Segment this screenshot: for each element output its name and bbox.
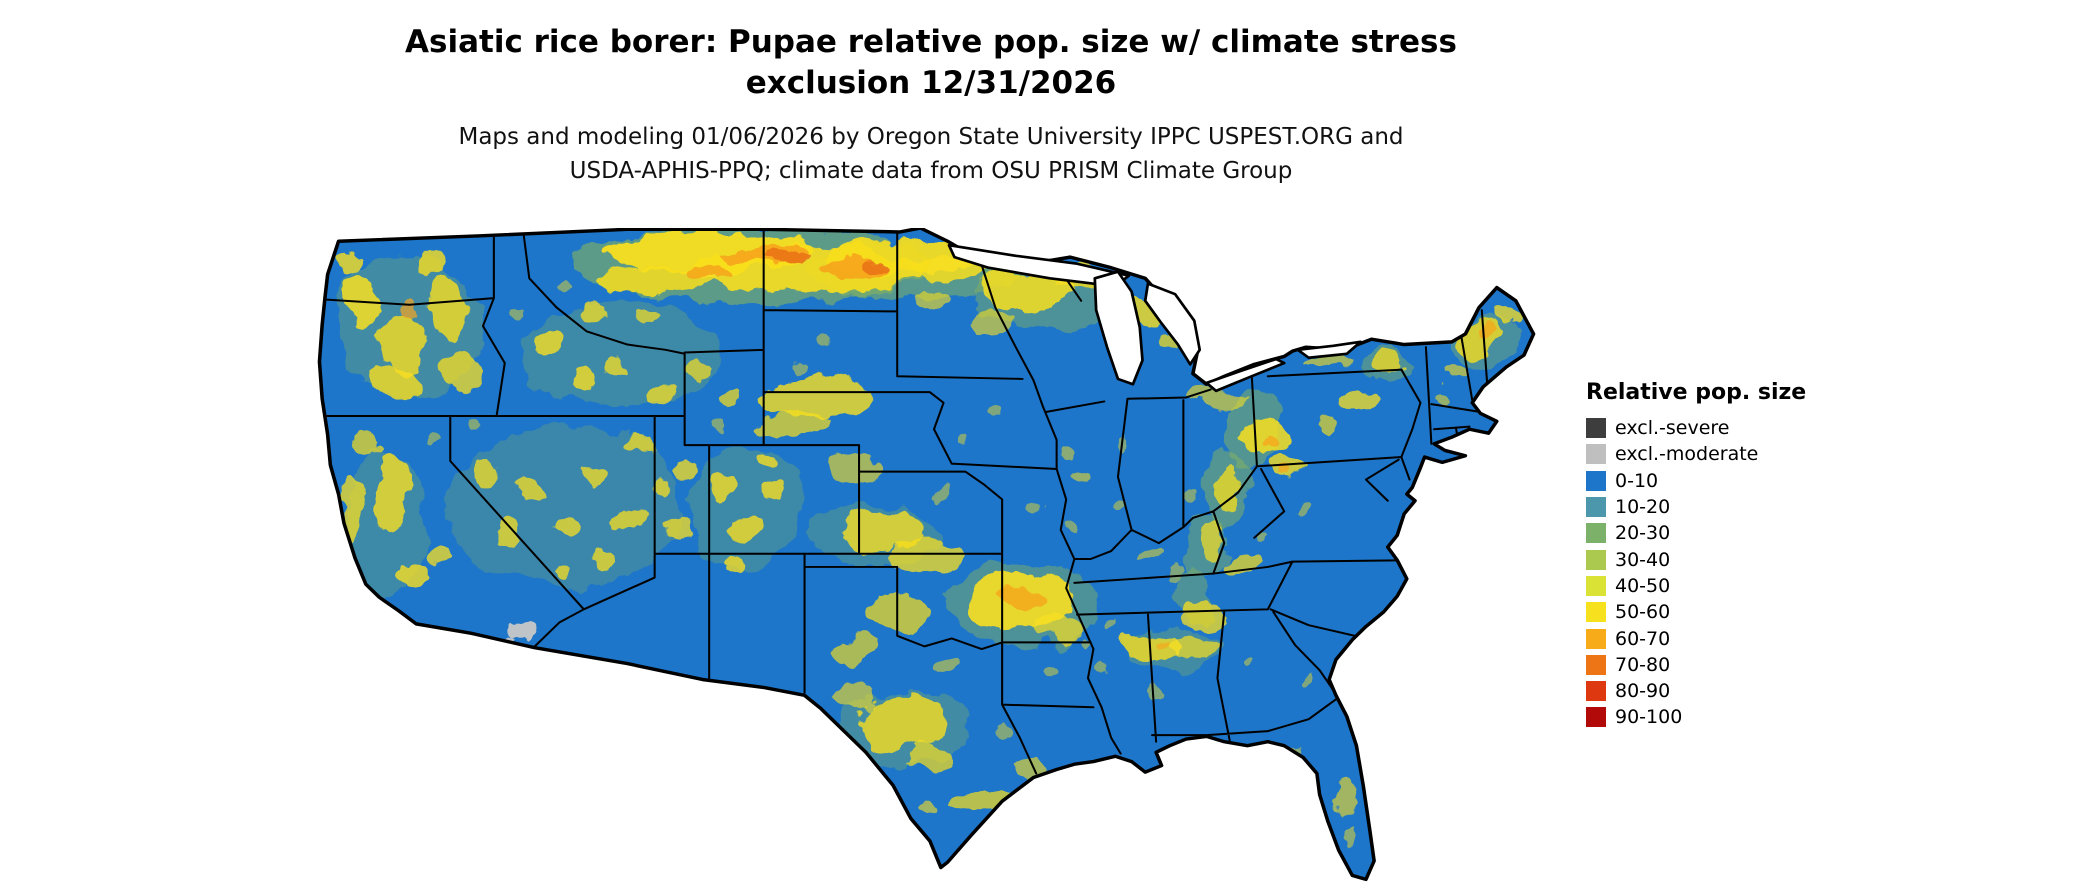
- legend-swatch-30-40: [1586, 549, 1606, 570]
- legend-item: 20-30: [1586, 520, 1806, 546]
- legend-item: 10-20: [1586, 494, 1806, 520]
- raster-speckles: [433, 279, 1356, 740]
- legend-item: 90-100: [1586, 704, 1806, 730]
- population-raster: [319, 228, 1534, 880]
- legend-swatch-70-80: [1586, 654, 1606, 675]
- great-lakes: [947, 243, 1362, 393]
- legend-label: 90-100: [1615, 706, 1683, 729]
- legend-item: excl.-severe: [1586, 415, 1806, 441]
- title-line-1: Asiatic rice borer: Pupae relative pop. …: [405, 24, 1457, 60]
- legend-label: 20-30: [1615, 522, 1671, 545]
- us-map: [314, 228, 1554, 890]
- legend-swatch-0-10: [1586, 470, 1606, 491]
- title-line-2: exclusion 12/31/2026: [745, 65, 1117, 101]
- state-borders: [323, 229, 1489, 775]
- lake-michigan: [1093, 270, 1144, 386]
- legend-label: 70-80: [1615, 653, 1671, 676]
- legend-swatch-excl-moderate: [1586, 444, 1606, 465]
- us-map-svg: [317, 228, 1536, 882]
- legend-label: 80-90: [1615, 680, 1671, 703]
- legend-item: excl.-moderate: [1586, 441, 1806, 467]
- legend-item: 60-70: [1586, 625, 1806, 651]
- legend-label: 10-20: [1615, 496, 1671, 519]
- us-outline: [317, 228, 1536, 882]
- header: Asiatic rice borer: Pupae relative pop. …: [0, 22, 1862, 188]
- legend-label: excl.-moderate: [1615, 443, 1759, 466]
- legend-swatch-90-100: [1586, 707, 1606, 728]
- raster-blobs: [334, 228, 1519, 843]
- subtitle-line-1: Maps and modeling 01/06/2026 by Oregon S…: [458, 124, 1404, 150]
- legend-item: 30-40: [1586, 546, 1806, 572]
- lake-huron: [1143, 282, 1202, 366]
- legend-item: 0-10: [1586, 468, 1806, 494]
- legend-swatch-excl-severe: [1586, 418, 1606, 439]
- legend-title: Relative pop. size: [1586, 380, 1807, 405]
- legend-swatch-80-90: [1586, 681, 1606, 702]
- legend-swatch-60-70: [1586, 628, 1606, 649]
- legend-item: 70-80: [1586, 652, 1806, 678]
- lake-erie: [1205, 357, 1286, 393]
- legend-swatch-40-50: [1586, 575, 1606, 596]
- legend-label: 0-10: [1615, 469, 1659, 492]
- legend-label: 30-40: [1615, 548, 1671, 571]
- subtitle-line-2: USDA-APHIS-PPQ; climate data from OSU PR…: [569, 158, 1293, 184]
- legend-swatch-50-60: [1586, 602, 1606, 623]
- legend-label: 60-70: [1615, 627, 1671, 650]
- legend-item: 40-50: [1586, 573, 1806, 599]
- legend-label: 50-60: [1615, 601, 1671, 624]
- legend-label: 40-50: [1615, 574, 1671, 597]
- legend-item: 80-90: [1586, 678, 1806, 704]
- legend: Relative pop. size excl.-severe excl.-mo…: [1586, 380, 1806, 731]
- legend-swatch-20-30: [1586, 523, 1606, 544]
- lake-ontario: [1296, 340, 1362, 360]
- page-subtitle: Maps and modeling 01/06/2026 by Oregon S…: [0, 120, 1862, 188]
- legend-item: 50-60: [1586, 599, 1806, 625]
- legend-swatch-10-20: [1586, 497, 1606, 518]
- page-title: Asiatic rice borer: Pupae relative pop. …: [0, 22, 1862, 104]
- legend-label: excl.-severe: [1615, 417, 1730, 440]
